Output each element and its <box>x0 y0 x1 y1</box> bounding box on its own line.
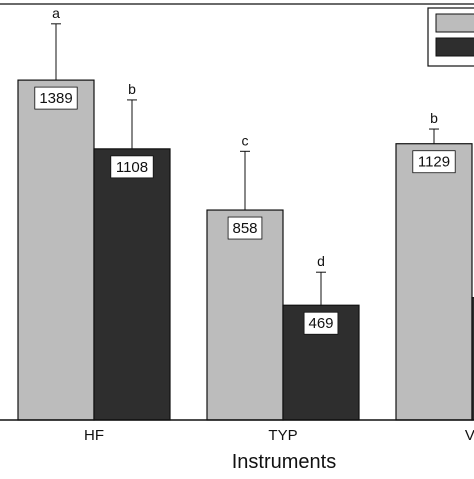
x-tick-label-vi: VI <box>465 427 474 444</box>
value-label-typ-series-2: 469 <box>308 315 333 332</box>
value-label-box-typ-series-2 <box>303 311 339 335</box>
legend-swatch-series-1 <box>435 13 474 33</box>
value-label-hf-series-2: 1108 <box>116 159 148 176</box>
value-label-vi-series-1: 1129 <box>418 154 450 171</box>
significance-letter-typ-series-1: c <box>242 132 249 148</box>
x-axis-title: Instruments <box>232 451 336 473</box>
value-label-typ-series-1: 858 <box>232 220 257 237</box>
value-label-box-hf-series-1 <box>34 86 78 110</box>
bar-vi-series-1 <box>395 143 473 421</box>
value-label-box-typ-series-1 <box>227 216 263 240</box>
legend-swatch-series-2 <box>435 37 474 57</box>
value-label-box-hf-series-2 <box>110 155 154 179</box>
significance-letter-hf-series-2: b <box>128 81 136 97</box>
bar-hf-series-1 <box>17 79 95 421</box>
bar-vi-series-2 <box>471 297 474 421</box>
x-tick-label-typ: TYP <box>268 427 297 444</box>
x-tick-label-hf: HF <box>84 427 104 444</box>
bar-typ-series-1 <box>206 209 284 421</box>
significance-letter-hf-series-1: a <box>52 5 60 21</box>
significance-letter-typ-series-2: d <box>317 253 325 269</box>
significance-letter-vi-series-1: b <box>430 110 438 126</box>
value-label-hf-series-1: 1389 <box>39 90 72 107</box>
value-label-box-vi-series-1 <box>412 150 456 174</box>
bar-hf-series-2 <box>93 148 171 421</box>
